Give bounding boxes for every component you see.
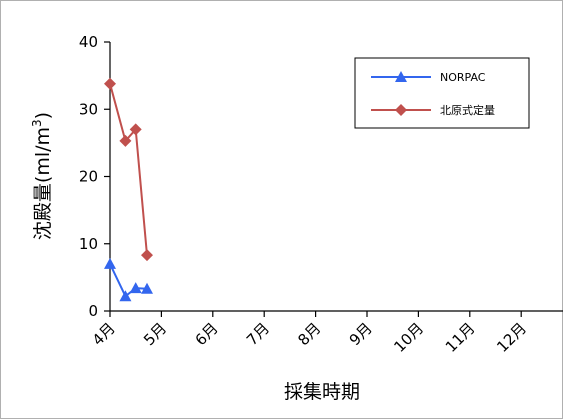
data-point xyxy=(119,290,132,302)
series-line xyxy=(109,83,149,256)
legend-items: NORPAC 北原式定量 xyxy=(371,71,495,117)
series-layer xyxy=(104,77,154,302)
legend-marker xyxy=(395,104,407,116)
legend-box xyxy=(354,57,530,129)
data-point xyxy=(119,134,132,147)
legend-label: NORPAC xyxy=(440,71,486,84)
y-tick-label: 20 xyxy=(79,168,98,186)
data-point xyxy=(104,257,116,269)
y-tick-label: 10 xyxy=(79,235,98,253)
x-axis-title: 採集時期 xyxy=(284,381,360,403)
y-tick-label: 30 xyxy=(79,100,98,118)
series-norpac xyxy=(104,257,154,302)
y-axis-title: 沈殿量(ml/m3) xyxy=(30,112,54,240)
y-ticks: 0 10 20 30 40 xyxy=(79,33,110,320)
data-point xyxy=(104,77,116,90)
y-axis-unit-superscript: 3 xyxy=(30,119,44,127)
data-point xyxy=(141,249,154,262)
data-point xyxy=(141,282,154,294)
legend-label: 北原式定量 xyxy=(440,103,495,117)
series-kitahara xyxy=(104,77,154,262)
legend: NORPAC 北原式定量 xyxy=(354,57,530,129)
data-point xyxy=(129,282,142,294)
legend-marker xyxy=(395,71,407,82)
data-point xyxy=(129,123,142,136)
y-tick-label: 0 xyxy=(88,302,98,320)
y-tick-label: 40 xyxy=(79,33,98,51)
